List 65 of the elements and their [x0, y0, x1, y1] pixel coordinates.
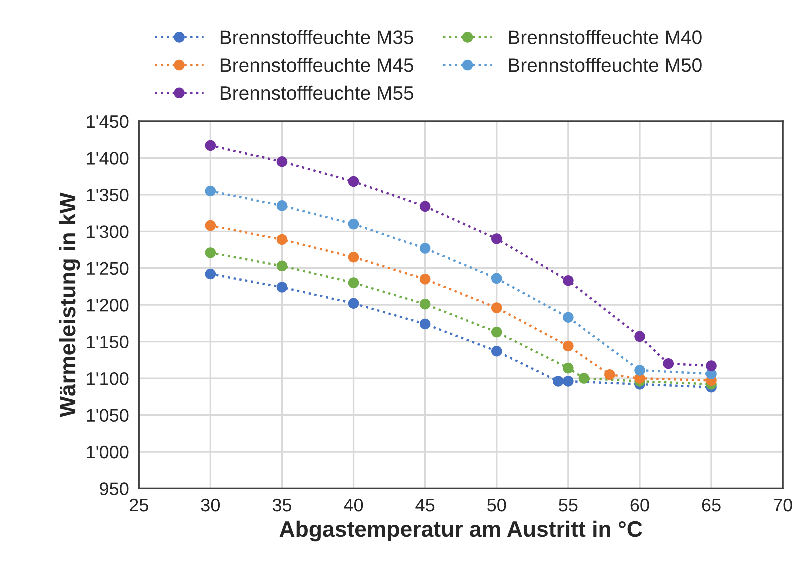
point: [205, 220, 216, 232]
legend-label: Brennstofffeuchte M55: [220, 86, 414, 100]
point: [276, 156, 288, 168]
point: [663, 358, 674, 370]
point: [205, 186, 216, 197]
point: [348, 298, 360, 310]
x-tick-label: 65: [702, 498, 721, 512]
point: [205, 268, 216, 280]
x-tick-label: 30: [201, 498, 220, 512]
x-tick-label: 60: [630, 498, 650, 512]
point: [563, 340, 574, 352]
y-tick-label: 1'200: [87, 299, 129, 312]
point: [205, 140, 216, 152]
point: [205, 248, 216, 258]
x-tick-label: 50: [488, 498, 506, 512]
point: [578, 373, 590, 384]
point: [491, 234, 502, 244]
point: [420, 298, 431, 310]
point: [276, 282, 288, 293]
point: [634, 331, 646, 342]
point: [706, 360, 717, 372]
point: [553, 376, 564, 387]
point: [491, 346, 502, 357]
point: [276, 200, 288, 212]
y-tick-label: 1'050: [87, 409, 129, 422]
point: [348, 176, 360, 188]
y-tick-label: 1'450: [87, 115, 129, 128]
x-tick-label: 40: [344, 498, 364, 512]
point: [420, 201, 431, 212]
point: [348, 252, 360, 263]
legend-label: Brennstofffeuchte M40: [509, 30, 702, 44]
point: [491, 273, 502, 284]
point: [348, 218, 360, 230]
point: [276, 234, 288, 246]
point: [563, 312, 574, 323]
point: [276, 260, 288, 272]
point: [420, 274, 431, 285]
point: [563, 362, 574, 374]
legend-label: Brennstofffeuchte M50: [509, 58, 702, 72]
y-tick-label: 1'400: [87, 152, 129, 165]
x-tick-label: 70: [774, 498, 792, 512]
y-axis-title: Wärmeleistung in kW: [59, 192, 80, 418]
point: [634, 365, 646, 376]
point: [348, 278, 360, 288]
x-tick-label: 45: [416, 499, 435, 512]
point: [491, 302, 502, 314]
point: [420, 243, 431, 254]
x-tick-label: 25: [130, 498, 148, 512]
y-tick-label: 1'250: [87, 262, 129, 276]
y-tick-label: 1'000: [87, 446, 129, 459]
x-axis-title: Abgastemperatur am Austritt in °C: [280, 520, 642, 542]
y-tick-label: 950: [100, 482, 129, 496]
x-tick-label: 35: [272, 498, 292, 512]
point: [604, 369, 616, 380]
y-tick-label: 1'100: [87, 372, 129, 386]
legend-label: Brennstofffeuchte M35: [220, 30, 414, 44]
point: [563, 376, 574, 387]
y-tick-label: 1'300: [87, 226, 129, 238]
point: [491, 326, 502, 338]
y-tick-label: 1'150: [87, 336, 129, 349]
legend-label: Brennstofffeuchte M45: [220, 58, 414, 72]
point: [420, 318, 431, 330]
x-tick-label: 55: [559, 499, 578, 512]
y-tick-label: 1'350: [87, 188, 129, 202]
point: [563, 275, 574, 286]
